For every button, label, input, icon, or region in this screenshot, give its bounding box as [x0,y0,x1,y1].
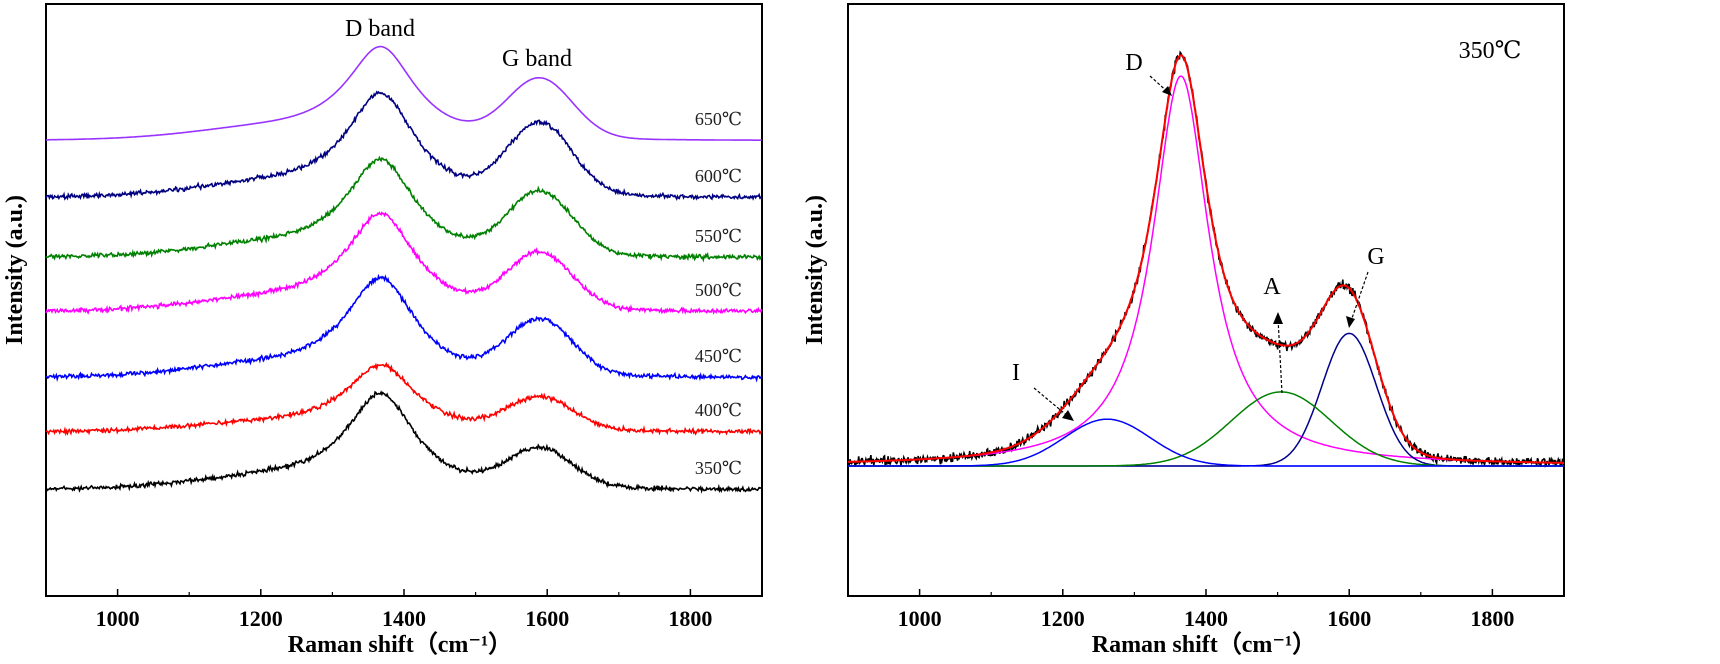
left-series-label-400℃: 400℃ [695,400,742,420]
left-series-label-600℃: 600℃ [695,166,742,186]
right-series-line-fit [848,54,1564,464]
right-y-axis-label: Intensity (a.u.) [802,195,828,345]
left-series-label-350℃: 350℃ [695,458,742,478]
right-x-ticks: 1000 1200 1400 1600 1800 [847,589,1565,631]
left-x-tick-label-1800: 1800 [668,606,712,631]
right-x-axis-label: Raman shift（cm⁻¹） [1092,631,1317,658]
right-annotation-i: I [1012,360,1074,421]
right-series-line-I [848,418,1564,467]
right-x-tick-label-1400: 1400 [1184,606,1228,631]
left-x-tick-label-1600: 1600 [525,606,569,631]
right-series-line-G [848,332,1564,467]
right-x-tick-label-1000: 1000 [898,606,942,631]
svg-text:I: I [1012,360,1020,386]
svg-text:G: G [1367,244,1384,270]
right-annotation-a: A [1263,274,1283,394]
left-plot-frame [45,3,763,597]
right-annotation-d: D [1125,50,1172,96]
svg-text:D: D [1125,50,1142,76]
right-x-tick-label-1600: 1600 [1327,606,1371,631]
left-annotation-d-band: D band [345,16,415,42]
right-series-line-A [848,391,1564,467]
left-x-tick-label-1400: 1400 [382,606,426,631]
right-chart-title: 350℃ [1459,38,1522,64]
left-series-line-650℃ [46,45,762,141]
right-x-tick-label-1800: 1800 [1470,606,1514,631]
left-series-line-450℃ [45,273,763,383]
right-plot-frame [847,3,1565,597]
left-series-label-650℃: 650℃ [695,109,742,129]
left-y-axis-label: Intensity (a.u.) [2,195,28,345]
right-x-tick-label-1200: 1200 [1041,606,1085,631]
left-x-axis-label: Raman shift（cm⁻¹） [288,631,513,658]
left-series-line-600℃ [45,90,763,201]
right-chart: 1000 1200 1400 1600 1800 350℃ D G A I Raman … [802,3,1565,658]
left-x-tick-label-1000: 1000 [96,606,140,631]
left-series-line-500℃ [45,211,763,315]
left-x-tick-label-1200: 1200 [239,606,283,631]
right-series-line-raw [847,50,1565,468]
left-series-line-350℃ [45,390,762,494]
left-annotation-g-band: G band [502,46,572,72]
left-series-label-500℃: 500℃ [695,280,742,300]
right-series-group [847,50,1565,468]
right-series-line-D [848,75,1564,464]
left-series-line-400℃ [45,361,763,437]
svg-text:A: A [1263,274,1281,300]
left-chart: 1000 1200 1400 1600 1800 350℃ 400℃ 450℃ 500℃ 550… [2,3,763,658]
right-annotation-g: G [1346,244,1385,328]
left-series-label-450℃: 450℃ [695,346,742,366]
left-x-ticks: 1000 1200 1400 1600 1800 [45,589,763,631]
left-series-group [45,45,763,494]
left-series-labels: 350℃ 400℃ 450℃ 500℃ 550℃ 600℃ 650℃ [695,109,742,478]
left-series-line-550℃ [45,155,763,263]
left-series-label-550℃: 550℃ [695,226,742,246]
